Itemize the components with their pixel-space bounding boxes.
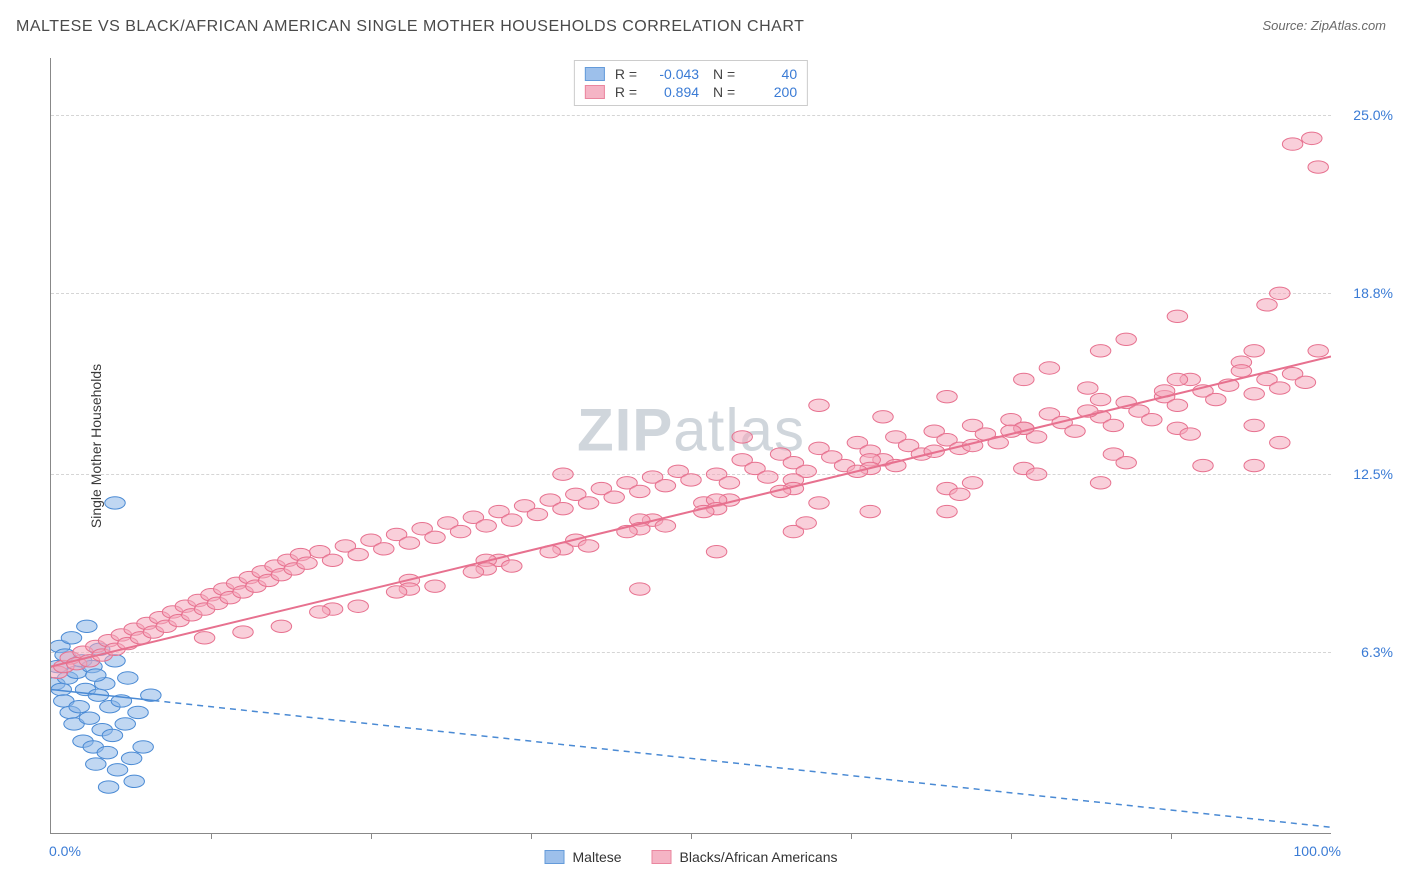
y-tick-label: 12.5% [1353,466,1393,482]
legend-swatch-black [585,85,605,99]
x-axis-min-label: 0.0% [49,843,81,859]
legend-bottom: Maltese Blacks/African Americans [545,849,838,865]
r-label: R = [615,66,637,82]
y-tick-label: 6.3% [1361,644,1393,660]
legend-item-black: Blacks/African Americans [652,849,838,865]
legend-stats-row-2: R = 0.894 N = 200 [585,83,797,101]
n-value-black: 200 [745,84,797,100]
legend-swatch-icon [545,850,565,864]
n-value-maltese: 40 [745,66,797,82]
legend-stats-row-1: R = -0.043 N = 40 [585,65,797,83]
y-tick-label: 18.8% [1353,285,1393,301]
x-tick [371,833,372,839]
chart-source: Source: ZipAtlas.com [1262,18,1386,33]
x-axis-max-label: 100.0% [1294,843,1341,859]
plot-area: ZIPatlas R = -0.043 N = 40 R = 0.894 N =… [50,58,1331,834]
r-value-black: 0.894 [647,84,699,100]
r-value-maltese: -0.043 [647,66,699,82]
n-label: N = [709,84,735,100]
x-tick [531,833,532,839]
chart-header: MALTESE VS BLACK/AFRICAN AMERICAN SINGLE… [0,0,1406,46]
legend-label: Blacks/African Americans [680,849,838,865]
x-tick [851,833,852,839]
scatter-plot-svg [51,58,1331,833]
x-tick [211,833,212,839]
x-tick [1011,833,1012,839]
x-tick [1171,833,1172,839]
x-tick [691,833,692,839]
y-tick-label: 25.0% [1353,107,1393,123]
r-label: R = [615,84,637,100]
chart-container: Single Mother Households ZIPatlas R = -0… [50,58,1331,834]
legend-label: Maltese [573,849,622,865]
legend-swatch-maltese [585,67,605,81]
legend-swatch-icon [652,850,672,864]
n-label: N = [709,66,735,82]
legend-item-maltese: Maltese [545,849,622,865]
chart-title: MALTESE VS BLACK/AFRICAN AMERICAN SINGLE… [16,18,804,36]
legend-stats: R = -0.043 N = 40 R = 0.894 N = 200 [574,60,808,106]
